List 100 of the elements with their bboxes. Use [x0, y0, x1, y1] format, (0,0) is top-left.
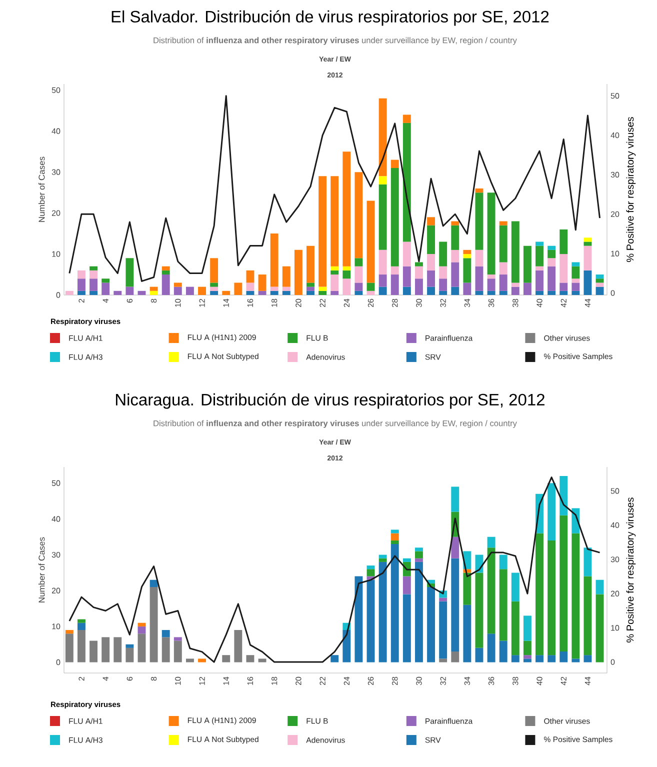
x-tick-label: 8 — [150, 676, 157, 681]
y-axis-title: Number of Cases — [38, 156, 45, 222]
bar — [306, 282, 314, 287]
bar — [487, 536, 496, 548]
bar — [162, 630, 170, 638]
bar — [318, 176, 327, 287]
bar — [270, 290, 278, 296]
bar — [234, 282, 242, 296]
x-tick-label: 12 — [199, 298, 205, 307]
bar — [439, 658, 448, 662]
y-tick-label: 0 — [56, 292, 60, 298]
bar — [596, 580, 604, 594]
bar — [390, 530, 399, 534]
bar — [126, 258, 134, 287]
bar — [282, 286, 290, 291]
bar — [270, 286, 278, 291]
bar — [402, 114, 411, 123]
bar — [114, 290, 122, 296]
bar — [548, 290, 556, 296]
bar — [150, 587, 158, 662]
bar — [572, 262, 580, 266]
bar — [402, 242, 411, 266]
bar — [584, 270, 592, 296]
bar — [487, 548, 496, 634]
bar — [572, 658, 580, 662]
bar — [548, 483, 556, 540]
x-tick-label: 18 — [272, 298, 278, 307]
bar — [463, 604, 472, 662]
y2-axis-title: % Positive for respiratory viruses — [626, 498, 636, 642]
bar — [258, 290, 266, 296]
bar — [174, 637, 182, 641]
bar — [90, 290, 98, 296]
bar — [427, 254, 435, 270]
x-tick-label: 44 — [584, 676, 590, 686]
x-tick-label: 42 — [560, 298, 566, 308]
bar — [548, 266, 556, 291]
x-tick-label: 24 — [344, 298, 350, 308]
bar — [536, 242, 544, 246]
bar — [318, 286, 327, 291]
bar — [342, 152, 351, 266]
bar — [378, 250, 387, 275]
bar — [378, 286, 387, 296]
bar — [499, 221, 508, 226]
bar — [162, 270, 170, 275]
y2-tick-label: 40 — [610, 132, 620, 138]
bar — [427, 286, 435, 296]
bar — [126, 648, 134, 662]
bar — [560, 515, 568, 652]
bar — [475, 188, 484, 193]
bar — [499, 262, 508, 275]
bar — [354, 282, 363, 291]
bar — [523, 616, 532, 641]
bar — [439, 290, 448, 296]
bar — [560, 282, 568, 291]
bar — [584, 548, 592, 576]
bar — [439, 278, 448, 291]
bar — [366, 566, 375, 570]
bar — [162, 637, 170, 662]
bar — [78, 278, 86, 291]
bar — [499, 640, 508, 662]
bar — [584, 242, 592, 246]
bar — [427, 270, 435, 287]
bar — [102, 282, 110, 296]
bar — [390, 540, 399, 544]
x-tick-label: 20 — [296, 676, 302, 686]
bar — [451, 250, 460, 262]
bar — [378, 176, 387, 184]
bar — [150, 580, 158, 588]
chart-subtitle: Distribution of influenza and other respiratory viruses under surveillance by EW, region / country — [154, 420, 517, 428]
bar — [174, 640, 182, 662]
y-tick-label: 50 — [52, 480, 60, 486]
y-axis-title: Number of Cases — [38, 537, 45, 602]
bar — [414, 551, 423, 558]
bar — [222, 655, 230, 662]
y2-axis-title: % Positive for respiratory viruses — [626, 117, 636, 262]
bar — [584, 576, 592, 656]
x-tick-label: 26 — [368, 676, 374, 686]
bar — [366, 569, 375, 576]
bar — [258, 274, 266, 291]
y2-tick-label: 0 — [610, 290, 615, 296]
bar — [390, 160, 399, 168]
y2-tick-label: 20 — [610, 211, 620, 217]
x-tick-label: 6 — [126, 676, 133, 681]
bar — [210, 286, 218, 291]
bar — [138, 622, 146, 626]
bar — [222, 290, 230, 296]
x-tick-label: 14 — [223, 676, 229, 685]
bar — [487, 290, 496, 296]
bar — [487, 274, 496, 279]
bar — [342, 270, 351, 279]
y-tick-label: 30 — [52, 552, 60, 558]
bar — [499, 569, 508, 641]
bar — [138, 290, 146, 296]
bar — [572, 290, 580, 296]
x-tick-label: 36 — [488, 676, 494, 686]
bar — [126, 644, 134, 648]
y2-tick-label: 30 — [610, 172, 620, 178]
bar — [475, 192, 484, 250]
bar — [487, 278, 496, 291]
x-tick-label: 8 — [150, 298, 157, 303]
